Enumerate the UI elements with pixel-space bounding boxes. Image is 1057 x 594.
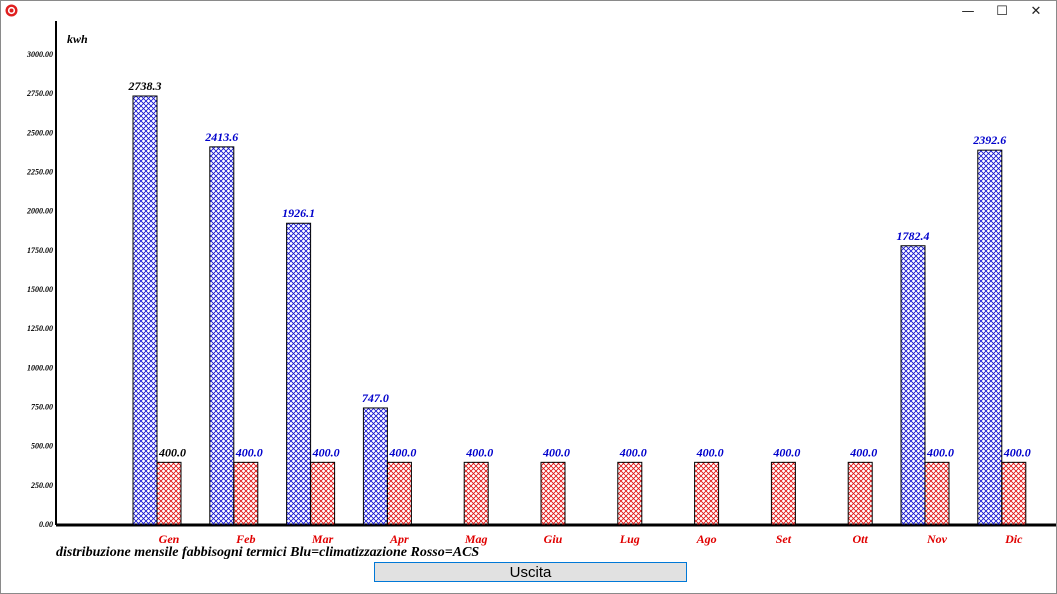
- title-bar: — ☐ ✕: [1, 1, 1056, 21]
- y-tick-label: 3000.00: [26, 50, 53, 59]
- minimize-button[interactable]: —: [961, 3, 975, 19]
- x-tick-label: Mag: [464, 532, 488, 546]
- y-tick-label: 2500.00: [26, 128, 53, 137]
- bar-acs: [386, 461, 412, 526]
- x-tick-label: Lug: [619, 532, 640, 546]
- x-tick-label: Apr: [389, 532, 409, 546]
- x-tick-label: Feb: [235, 532, 255, 546]
- data-label: 400.0: [158, 445, 186, 459]
- x-tick-label: Nov: [926, 532, 948, 546]
- x-tick-label: Gen: [159, 532, 180, 546]
- x-tick-label: Mar: [311, 532, 334, 546]
- data-label: 400.0: [312, 445, 340, 459]
- data-label: 747.0: [362, 391, 389, 405]
- data-label: 400.0: [542, 445, 570, 459]
- y-tick-label: 2750.00: [26, 89, 53, 98]
- bar-acs: [233, 461, 259, 526]
- bar-acs: [694, 461, 720, 526]
- maximize-button[interactable]: ☐: [996, 3, 1008, 19]
- y-tick-label: 750.00: [31, 403, 53, 412]
- bar-acs: [924, 461, 950, 526]
- y-tick-label: 1250.00: [27, 324, 53, 333]
- bar-acs: [770, 461, 796, 526]
- y-tick-label: 2000.00: [26, 207, 53, 216]
- data-label: 400.0: [772, 445, 800, 459]
- data-label: 1782.4: [897, 229, 930, 243]
- x-tick-label: Giu: [544, 532, 563, 546]
- bar-acs: [463, 461, 489, 526]
- bar-climatizzazione: [132, 95, 158, 526]
- y-tick-label: 0.00: [39, 520, 53, 529]
- bar-climatizzazione: [900, 245, 926, 526]
- data-label: 2738.3: [128, 79, 162, 93]
- y-tick-label: 1500.00: [27, 285, 53, 294]
- data-label: 400.0: [696, 445, 724, 459]
- data-label: 400.0: [1003, 445, 1031, 459]
- data-label: 400.0: [235, 445, 263, 459]
- y-tick-label: 250.00: [30, 481, 53, 490]
- bar-acs: [847, 461, 873, 526]
- app-logo-icon: [5, 4, 18, 17]
- x-tick-label: Set: [776, 532, 792, 546]
- bar-climatizzazione: [286, 222, 312, 526]
- chart-caption: distribuzione mensile fabbisogni termici…: [56, 545, 480, 560]
- bar-acs: [156, 461, 182, 526]
- exit-button[interactable]: Uscita: [374, 562, 687, 582]
- data-label: 2392.6: [972, 133, 1006, 147]
- x-tick-label: Ott: [853, 532, 869, 546]
- data-label: 400.0: [849, 445, 877, 459]
- y-axis-unit: kwh: [67, 32, 88, 46]
- bar-climatizzazione: [362, 407, 388, 526]
- y-tick-label: 500.00: [31, 442, 53, 451]
- bar-acs: [1001, 461, 1027, 526]
- bar-acs: [540, 461, 566, 526]
- x-tick-label: Dic: [1004, 532, 1023, 546]
- data-label: 1926.1: [282, 206, 315, 220]
- bar-acs: [617, 461, 643, 526]
- y-tick-label: 1750.00: [27, 246, 53, 255]
- data-label: 400.0: [465, 445, 493, 459]
- bar-climatizzazione: [977, 149, 1003, 526]
- data-label: 2413.6: [204, 130, 238, 144]
- bar-acs: [310, 461, 336, 526]
- data-label: 400.0: [926, 445, 954, 459]
- bar-climatizzazione: [209, 146, 235, 526]
- data-label: 400.0: [619, 445, 647, 459]
- close-button[interactable]: ✕: [1030, 3, 1042, 19]
- x-tick-label: Ago: [696, 532, 717, 546]
- y-tick-label: 1000.00: [27, 363, 53, 372]
- data-label: 400.0: [388, 445, 416, 459]
- y-tick-label: 2250.00: [26, 168, 53, 177]
